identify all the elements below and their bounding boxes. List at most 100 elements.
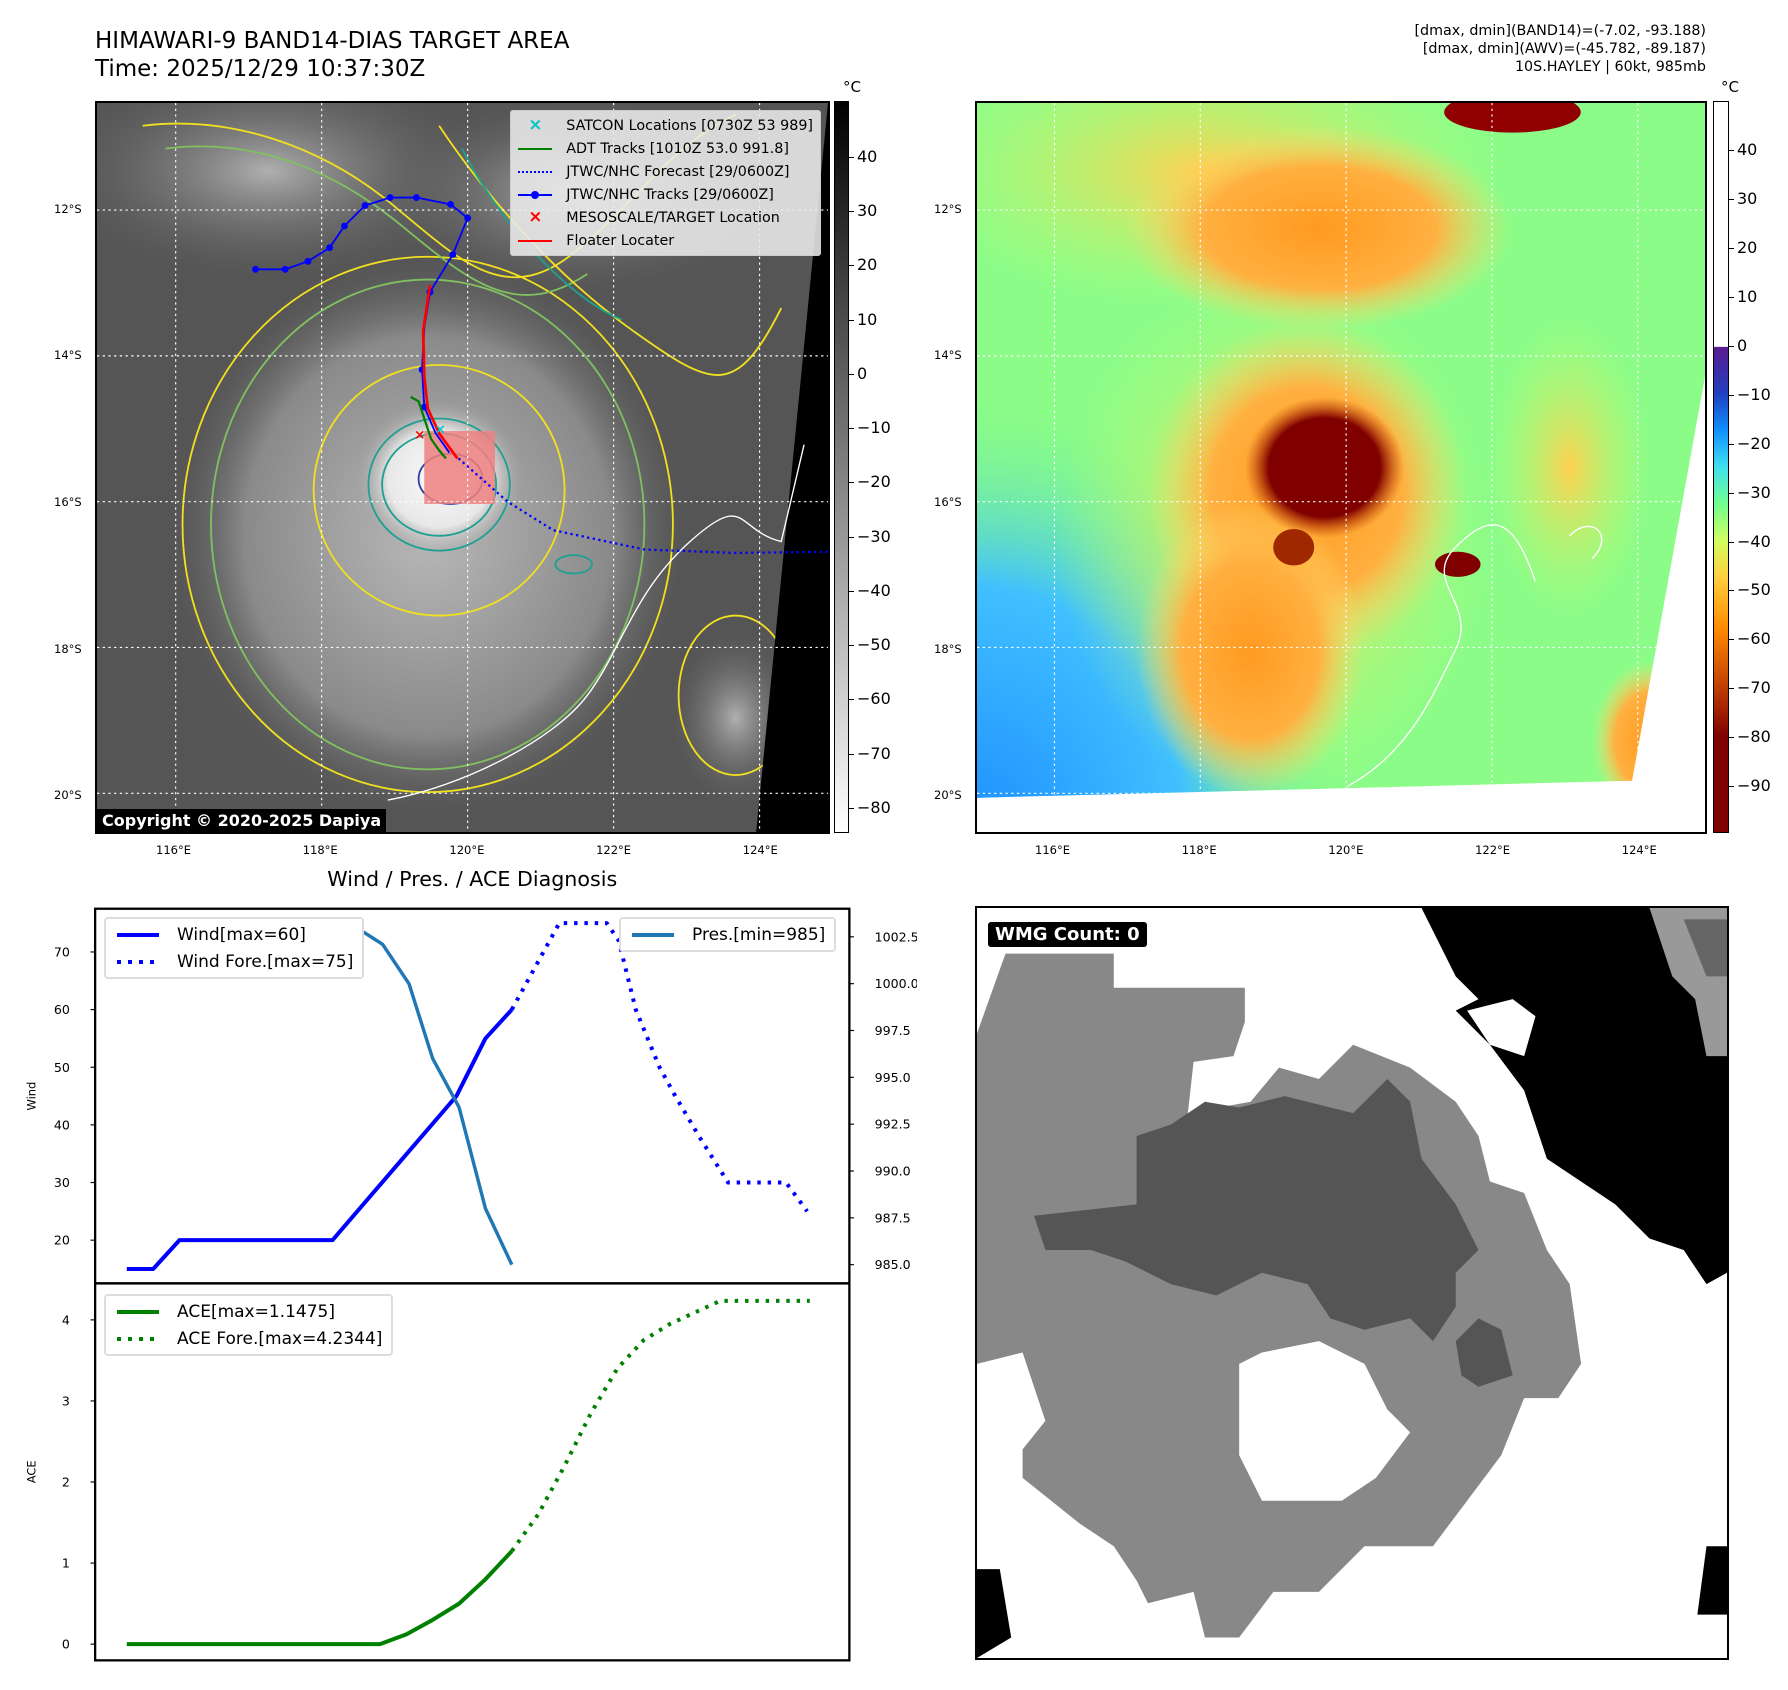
left-colorbar: [834, 101, 849, 833]
right-colorbar-tick-label: −10: [1737, 384, 1771, 404]
awv-map: [975, 101, 1707, 834]
right-map-lat-label: 16°S: [934, 495, 962, 509]
left-colorbar-tick-label: −20: [857, 472, 891, 492]
y2-tick-label: 1000.0: [875, 976, 917, 991]
left-colorbar-tick-label: −70: [857, 743, 891, 763]
left-colorbar-tick-label: 30: [857, 201, 878, 221]
left-map-lat-label: 20°S: [54, 788, 82, 803]
figure-time: Time: 2025/12/29 10:37:30Z: [95, 56, 426, 82]
left-colorbar-tick-label: 10: [857, 309, 878, 329]
right-colorbar-tick-label: 30: [1737, 188, 1758, 208]
y2-tick-label: 990.0: [875, 1164, 911, 1179]
info-block: [dmax, dmin](BAND14)=(-7.02, -93.188) [d…: [1414, 22, 1706, 76]
y2-tick-label: 992.5: [875, 1117, 911, 1132]
pressure-legend-line-icon: [632, 932, 674, 937]
info-band14: [dmax, dmin](BAND14)=(-7.02, -93.188): [1414, 23, 1706, 39]
colorbar-tick-mark: [1729, 296, 1734, 298]
right-colorbar-tick-label: −50: [1737, 580, 1771, 600]
figure-title: HIMAWARI-9 BAND14-DIAS TARGET AREA: [95, 28, 570, 54]
left-map-lon-label: 116°E: [156, 843, 191, 857]
y-axis-label: ACE: [25, 1460, 39, 1483]
colorbar-tick-mark: [849, 699, 854, 701]
wind-legend-label: Wind[max=60]: [177, 924, 306, 945]
y-tick-label: 0: [62, 1637, 70, 1652]
map-legend-label: MESOSCALE/TARGET Location: [566, 209, 780, 226]
y-tick-label: 70: [54, 945, 70, 960]
right-map-lon-label: 120°E: [1328, 843, 1364, 857]
y-axis-label: Wind: [25, 1082, 39, 1111]
colorbar-tick-mark: [1729, 541, 1734, 543]
right-map-lon-label: 118°E: [1181, 843, 1217, 857]
colorbar-tick-mark: [849, 211, 854, 213]
coastline: [387, 444, 805, 801]
awv-imagery: [977, 103, 1705, 832]
map-legend-item: Floater Locater: [518, 229, 813, 252]
ace-legend-line-icon: [117, 1309, 159, 1314]
map-legend-item: ADT Tracks [1010Z 53.0 991.8]: [518, 137, 813, 160]
copyright-label: Copyright © 2020-2025 Dapiya: [97, 809, 387, 832]
plot-frame: [93, 1282, 851, 1662]
wind-legend: Wind[max=60] Wind Fore.[max=75]: [104, 917, 365, 979]
left-map-lat-label: 14°S: [54, 348, 82, 363]
right-colorbar-tick-label: 0: [1737, 335, 1748, 355]
colorbar-tick-mark: [849, 807, 854, 809]
colorbar-tick-mark: [849, 645, 854, 647]
colorbar-tick-mark: [1729, 345, 1734, 347]
left-colorbar-tick-label: −40: [857, 580, 891, 600]
right-map-lon-label: 124°E: [1621, 843, 1657, 857]
jtwc-forecast-track: [457, 457, 828, 555]
right-colorbar: [1713, 101, 1729, 833]
right-colorbar-tick-label: 10: [1737, 286, 1758, 306]
wind-fore-legend-label: Wind Fore.[max=75]: [177, 951, 354, 972]
right-colorbar-tick-label: −70: [1737, 678, 1771, 698]
left-map-lon-label: 124°E: [742, 843, 778, 857]
colorbar-tick-mark: [1729, 198, 1734, 200]
left-colorbar-tick-label: 0: [857, 363, 868, 383]
y-tick-label: 1: [62, 1556, 70, 1571]
wmg-count-label: WMG Count: 0: [988, 922, 1147, 947]
y-tick-label: 30: [54, 1175, 70, 1190]
y-tick-label: 50: [54, 1060, 70, 1075]
series-line-ace-fore: [510, 1298, 810, 1553]
left-colorbar-tick-label: 40: [857, 147, 878, 166]
right-colorbar-tick-label: 40: [1737, 140, 1758, 159]
map-legend-item: × SATCON Locations [0730Z 53 989]: [518, 114, 813, 137]
colorbar-tick-mark: [849, 373, 854, 375]
colorbar-tick-mark: [849, 319, 854, 321]
left-map-lon-label: 122°E: [596, 843, 632, 857]
left-map-lat-label: 12°S: [54, 201, 82, 216]
pressure-legend-label: Pres.[min=985]: [692, 924, 826, 945]
left-colorbar-tick-label: −10: [857, 418, 891, 438]
wind-legend-line-icon: [117, 932, 159, 937]
left-map-lon-label: 118°E: [302, 843, 338, 857]
right-colorbar-tick-label: −30: [1737, 482, 1771, 502]
y-tick-label: 20: [54, 1233, 70, 1248]
y-tick-label: 40: [54, 1117, 70, 1132]
right-colorbar-tick-label: −60: [1737, 629, 1771, 649]
adt-track: [410, 395, 447, 460]
map-legend-label: JTWC/NHC Tracks [29/0600Z]: [566, 186, 774, 203]
left-colorbar-tick-label: −50: [857, 635, 891, 655]
band14-map: × × × SATCON Locations [0730Z 53 989] ADT …: [95, 101, 830, 834]
ace-legend-label: ACE[max=1.1475]: [177, 1301, 335, 1322]
colorbar-tick-mark: [849, 590, 854, 592]
colorbar-tick-mark: [1729, 394, 1734, 396]
right-map-lat-label: 14°S: [934, 348, 962, 363]
wmg-panel: WMG Count: 0: [975, 906, 1729, 1660]
diagnosis-charts: Wind / Pres. / ACE Diagnosis203040506070…: [25, 867, 917, 1662]
colorbar-tick-mark: [1729, 639, 1734, 641]
colorbar-tick-mark: [849, 482, 854, 484]
colorbar-tick-mark: [849, 428, 854, 430]
y-tick-label: 2: [62, 1475, 70, 1490]
line-dot-icon: [518, 187, 553, 203]
colorbar-tick-mark: [1729, 150, 1734, 151]
right-map-lat-label: 12°S: [934, 201, 962, 216]
line-icon: [518, 233, 553, 249]
map-legend-label: SATCON Locations [0730Z 53 989]: [566, 117, 813, 134]
map-legend-label: JTWC/NHC Forecast [29/0600Z]: [566, 163, 790, 180]
target-location-marker: ×: [414, 427, 425, 443]
colorbar-tick-mark: [849, 536, 854, 538]
right-map-lat-label: 18°S: [934, 641, 962, 656]
series-line-wind-fore: [510, 921, 809, 1213]
floater-locater-track: [421, 285, 459, 460]
